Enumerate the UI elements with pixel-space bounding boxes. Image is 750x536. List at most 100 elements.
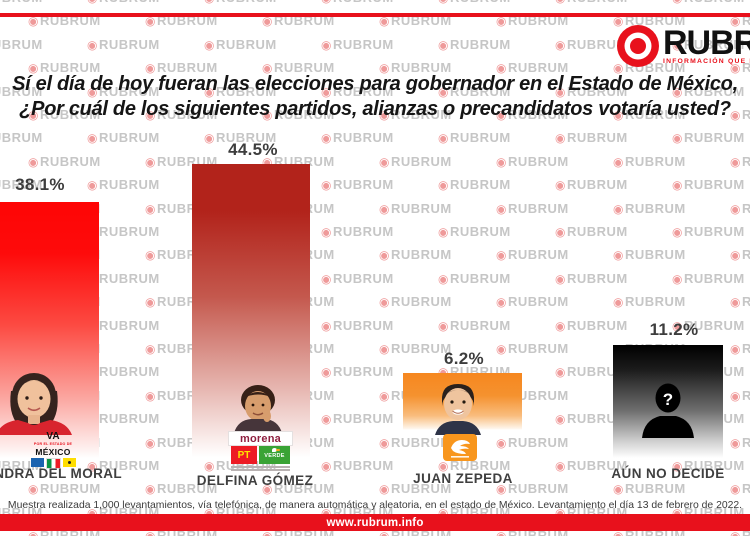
watermark-item: ◉RUBRUM bbox=[496, 153, 569, 169]
watermark-item: ◉RUBRUM bbox=[730, 481, 750, 497]
pt-logo-text: PT bbox=[237, 449, 251, 461]
watermark-item: ◉RUBRUM bbox=[730, 387, 750, 403]
watermark-item: ◉RUBRUM bbox=[204, 0, 277, 5]
movimiento-ciudadano-logo bbox=[443, 434, 477, 461]
value-label-alejandra: 38.1% bbox=[15, 175, 65, 194]
photo-delfina-gomez bbox=[234, 385, 282, 433]
candidate-name-aun-no-decide: AÚN NO DECIDE bbox=[611, 466, 725, 481]
watermark-item: ◉RUBRUM bbox=[204, 36, 277, 52]
watermark-bullseye-icon: ◉ bbox=[204, 37, 215, 52]
watermark-bullseye-icon: ◉ bbox=[555, 459, 566, 473]
morena-party-logo: morena bbox=[228, 431, 293, 446]
watermark-bullseye-icon: ◉ bbox=[145, 342, 156, 356]
watermark-bullseye-icon: ◉ bbox=[555, 365, 566, 380]
watermark-bullseye-icon: ◉ bbox=[730, 201, 741, 216]
watermark-bullseye-icon: ◉ bbox=[321, 225, 332, 239]
watermark-item: ◉RUBRUM bbox=[379, 200, 452, 216]
watermark-item: ◉RUBRUM bbox=[496, 294, 569, 310]
watermark-item: ◉RUBRUM bbox=[672, 224, 745, 239]
watermark-item: ◉RUBRUM bbox=[379, 434, 452, 450]
watermark-item: ◉RUBRUM bbox=[730, 200, 750, 216]
top-red-rule bbox=[0, 13, 750, 17]
watermark-item: ◉RUBRUM bbox=[28, 481, 101, 497]
logo-wordmark: RUBRUM bbox=[663, 23, 750, 62]
watermark-item: ◉RUBRUM bbox=[87, 36, 160, 52]
poll-question-line1: Sí el día de hoy fueran las elecciones p… bbox=[12, 73, 738, 95]
watermark-bullseye-icon: ◉ bbox=[145, 482, 156, 497]
watermark-item: ◉RUBRUM bbox=[613, 247, 686, 263]
watermark-bullseye-icon: ◉ bbox=[555, 0, 566, 5]
photo-alejandra-del-moral bbox=[0, 373, 72, 435]
morena-logo-text: morena bbox=[240, 432, 281, 445]
watermark-item: ◉RUBRUM bbox=[438, 177, 511, 193]
watermark-item: ◉RUBRUM bbox=[555, 0, 628, 5]
watermark-item: ◉RUBRUM bbox=[0, 36, 43, 52]
watermark-item: ◉RUBRUM bbox=[672, 177, 745, 193]
pri-party-icon bbox=[45, 458, 61, 470]
watermark-item: ◉RUBRUM bbox=[438, 130, 511, 146]
watermark-item: ◉RUBRUM bbox=[613, 481, 686, 497]
website-bar: www.rubrum.info bbox=[0, 514, 750, 531]
watermark-bullseye-icon: ◉ bbox=[555, 37, 566, 52]
watermark-bullseye-icon: ◉ bbox=[438, 0, 449, 5]
photo-juan-zepeda bbox=[435, 384, 481, 435]
watermark-item: ◉RUBRUM bbox=[613, 200, 686, 216]
va-logo-subtext: POR EL ESTADO DE bbox=[33, 442, 73, 446]
watermark-bullseye-icon: ◉ bbox=[87, 0, 98, 5]
poll-question-line2: ¿Por cuál de los siguientes partidos, al… bbox=[19, 97, 731, 120]
watermark-item: ◉RUBRUM bbox=[496, 341, 569, 356]
question-mark-icon: ? bbox=[663, 390, 673, 409]
watermark-item: ◉RUBRUM bbox=[379, 294, 452, 310]
watermark-bullseye-icon: ◉ bbox=[613, 154, 624, 169]
watermark-bullseye-icon: ◉ bbox=[379, 435, 390, 450]
watermark-item: ◉RUBRUM bbox=[730, 341, 750, 356]
watermark-bullseye-icon: ◉ bbox=[730, 342, 741, 356]
watermark-item: ◉RUBRUM bbox=[379, 247, 452, 263]
watermark-bullseye-icon: ◉ bbox=[730, 295, 741, 310]
watermark-bullseye-icon: ◉ bbox=[730, 388, 741, 403]
watermark-item: ◉RUBRUM bbox=[730, 153, 750, 169]
watermark-item: ◉RUBRUM bbox=[87, 0, 160, 5]
logo-tagline: INFORMACIÓN QUE DA bbox=[663, 57, 750, 65]
watermark-bullseye-icon: ◉ bbox=[379, 388, 390, 403]
watermark-bullseye-icon: ◉ bbox=[730, 154, 741, 169]
watermark-bullseye-icon: ◉ bbox=[379, 342, 390, 356]
va-logo-text: VA bbox=[46, 431, 60, 442]
poll-question: Sí el día de hoy fueran las elecciones p… bbox=[0, 72, 750, 121]
watermark-bullseye-icon: ◉ bbox=[438, 178, 449, 193]
watermark-bullseye-icon: ◉ bbox=[438, 318, 449, 333]
website-url: www.rubrum.info bbox=[326, 516, 424, 529]
watermark-item: ◉RUBRUM bbox=[555, 270, 628, 286]
watermark-item: ◉RUBRUM bbox=[87, 130, 160, 146]
watermark-bullseye-icon: ◉ bbox=[145, 388, 156, 403]
value-label-aun-no-decide: 11.2% bbox=[649, 320, 699, 339]
watermark-bullseye-icon: ◉ bbox=[204, 131, 215, 146]
watermark-bullseye-icon: ◉ bbox=[321, 271, 332, 286]
watermark-bullseye-icon: ◉ bbox=[145, 295, 156, 310]
watermark-bullseye-icon: ◉ bbox=[145, 248, 156, 263]
watermark-item: ◉RUBRUM bbox=[438, 0, 511, 5]
watermark-item: ◉RUBRUM bbox=[321, 458, 394, 473]
unknown-person-silhouette-icon: ? bbox=[642, 383, 694, 438]
watermark-item: ◉RUBRUM bbox=[438, 36, 511, 52]
watermark-bullseye-icon: ◉ bbox=[730, 248, 741, 263]
watermark-bullseye-icon: ◉ bbox=[321, 412, 332, 427]
watermark-bullseye-icon: ◉ bbox=[555, 131, 566, 146]
watermark-item: ◉RUBRUM bbox=[0, 0, 43, 5]
verde-logo-text: VERDE bbox=[264, 453, 285, 459]
watermark-item: ◉RUBRUM bbox=[555, 177, 628, 193]
watermark-bullseye-icon: ◉ bbox=[438, 271, 449, 286]
watermark-bullseye-icon: ◉ bbox=[145, 201, 156, 216]
watermark-bullseye-icon: ◉ bbox=[379, 248, 390, 263]
watermark-bullseye-icon: ◉ bbox=[672, 131, 683, 146]
watermark-bullseye-icon: ◉ bbox=[496, 154, 507, 169]
watermark-bullseye-icon: ◉ bbox=[613, 201, 624, 216]
watermark-bullseye-icon: ◉ bbox=[321, 318, 332, 333]
watermark-bullseye-icon: ◉ bbox=[672, 271, 683, 286]
watermark-bullseye-icon: ◉ bbox=[730, 482, 741, 497]
watermark-bullseye-icon: ◉ bbox=[321, 365, 332, 380]
watermark-bullseye-icon: ◉ bbox=[379, 482, 390, 497]
pan-party-icon bbox=[30, 458, 44, 468]
watermark-item: ◉RUBRUM bbox=[555, 224, 628, 239]
watermark-bullseye-icon: ◉ bbox=[555, 318, 566, 333]
